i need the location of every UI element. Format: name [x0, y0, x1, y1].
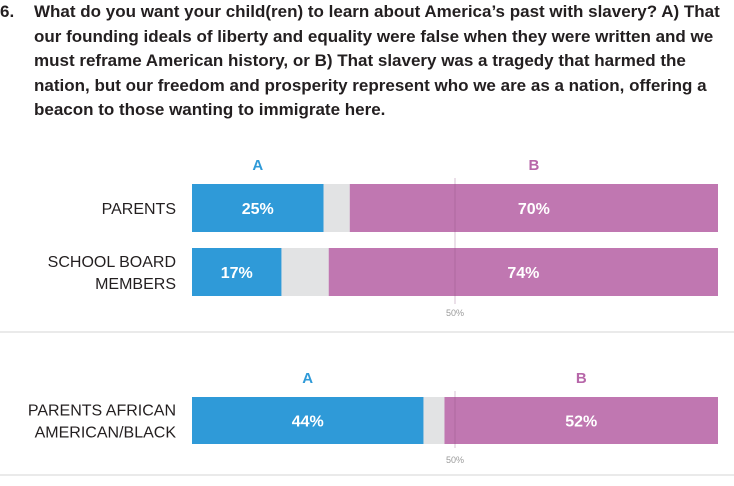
category-label: SCHOOL BOARD [48, 254, 176, 271]
data-label-b: 52% [565, 414, 597, 431]
data-label-a: 17% [221, 265, 253, 282]
series-label-a: A [252, 157, 263, 174]
series-label-a: A [302, 370, 313, 387]
bar-segment-b [328, 248, 718, 296]
bar-segment-b [444, 397, 718, 444]
data-label-b: 74% [507, 265, 539, 282]
category-label: AMERICAN/BLACK [35, 425, 177, 442]
reference-tick-label: 50% [446, 455, 464, 465]
series-label-b: B [576, 370, 587, 387]
bar-segment-a [192, 184, 324, 232]
category-label: PARENTS AFRICAN [28, 403, 176, 420]
bar-segment-b [349, 184, 718, 232]
question-number: 6. [0, 2, 15, 21]
bar-segment-a [192, 248, 282, 296]
reference-tick-label: 50% [446, 308, 464, 318]
data-label-a: 44% [292, 414, 324, 431]
bar-segment-a [192, 397, 424, 444]
category-label: MEMBERS [95, 276, 176, 293]
data-label-a: 25% [242, 201, 274, 218]
series-label-b: B [528, 157, 539, 174]
category-label: PARENTS [102, 201, 176, 218]
data-label-b: 70% [518, 201, 550, 218]
question-text: What do you want your child(ren) to lear… [34, 2, 720, 119]
